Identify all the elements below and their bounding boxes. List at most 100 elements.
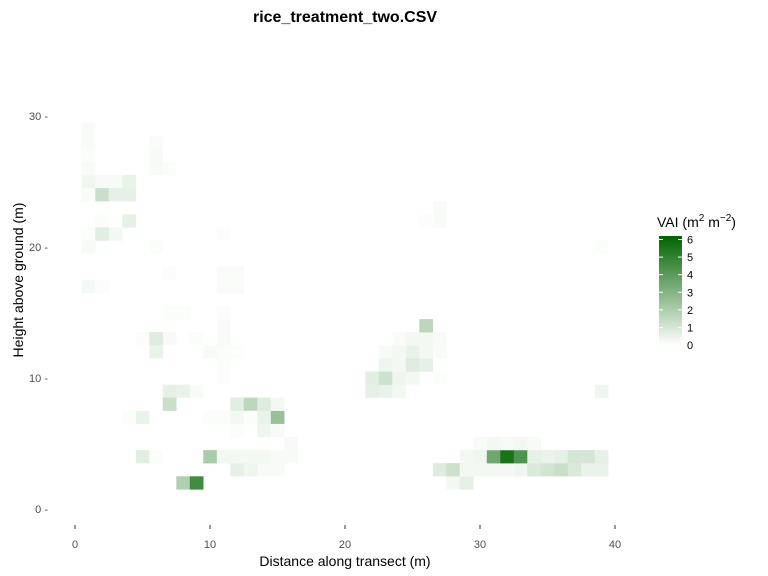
legend-tick-label: 3 [687,287,693,299]
heatmap-cell [203,450,217,464]
heatmap-cell [95,174,109,189]
heatmap-cell [243,450,258,464]
heatmap-cell [594,450,609,464]
heatmap-cell [203,410,217,425]
heatmap-cell [432,463,447,477]
heatmap-cell [230,345,244,359]
heatmap-cell [392,358,406,372]
heatmap-cell [243,410,258,425]
heatmap-cell [270,450,285,464]
heatmap-cell [216,266,231,280]
heatmap-cell [122,188,136,202]
heatmap-cell [243,463,258,477]
heatmap-cell [230,279,244,294]
heatmap-cell [243,397,258,411]
heatmap-cell [257,410,271,425]
legend-title-part: VAI (m [657,214,699,230]
x-tick-label: 0 [72,539,78,551]
heatmap-cell [554,450,568,464]
heatmap-cell [419,319,433,333]
heatmap-cell [513,436,528,451]
heatmap-cell [594,240,609,254]
heatmap-cell [162,384,177,398]
heatmap-cell [135,410,150,425]
heatmap-cell [81,161,96,176]
y-tick-label: 10 - [29,373,48,385]
y-tick-label: 0 - [35,504,48,516]
heatmap-cell [162,161,177,176]
heatmap-cell [149,135,163,149]
heatmap-cell [149,345,163,359]
heatmap-cell [176,476,190,490]
heatmap-cell [81,122,96,136]
heatmap-cell [95,227,109,241]
legend-tick-label: 5 [687,252,693,264]
heatmap-cell [81,227,96,241]
heatmap-cell [500,450,514,464]
heatmap-cell [405,345,420,359]
heatmap-cell [459,450,474,464]
heatmap-cell [149,332,163,346]
heatmap-cell [567,450,582,464]
heatmap-cell [392,371,406,385]
chart-title: rice_treatment_two.CSV [253,9,437,26]
heatmap-cell [189,384,204,398]
heatmap-cell [419,332,433,346]
heatmap-cell [162,397,177,411]
heatmap-cell [365,384,379,398]
legend-tick-label: 2 [687,305,693,317]
heatmap-cell [108,174,123,189]
heatmap-cell [216,371,231,385]
heatmap-cell [270,397,285,411]
heatmap-cell [81,188,96,202]
heatmap-cell [122,410,136,425]
heatmap-cell [527,463,541,477]
heatmap-cell [432,332,447,346]
heatmap-cell [257,463,271,477]
heatmap-cell [230,397,244,411]
heatmap-cell [554,463,568,477]
heatmap-cell [162,332,177,346]
heatmap-cell [230,410,244,425]
heatmap-cell [473,436,487,451]
legend-colorbar [659,236,682,345]
heatmap-cell [216,319,231,333]
heatmap-cell [216,358,231,372]
heatmap-cell [216,306,231,320]
heatmap-cell [581,463,595,477]
y-axis-ticks: 0 - 10 - 20 - 30 - [29,111,48,516]
heatmap-cell [122,174,136,189]
legend-title-sup: 2 [699,213,705,224]
heatmap-cell [432,201,447,215]
legend-tick-label: 1 [687,322,693,334]
heatmap-cell [108,188,123,202]
heatmap-cell [513,463,528,477]
legend-tick-label: 4 [687,270,693,282]
heatmap-cell [149,161,163,176]
heatmap-cell [81,135,96,149]
x-axis-ticks: 0 10 20 30 40 [72,525,621,551]
heatmap-cell [270,423,285,438]
heatmap-cell [257,397,271,411]
heatmap-cell [216,410,231,425]
legend-title-sup: −2 [720,213,732,224]
heatmap-cell [149,148,163,163]
legend-ticks: 0 1 2 3 4 5 6 [659,235,693,352]
heatmap-cell [257,450,271,464]
heatmap-cell [500,463,514,477]
heatmap-cell [459,463,474,477]
heatmap-cell [419,345,433,359]
heatmap-cell [392,345,406,359]
heatmap-cell [486,436,501,451]
heatmap-cell [419,214,433,228]
x-tick-label: 30 [474,539,486,551]
heatmap-cell [446,463,460,477]
heatmap-cell [486,450,501,464]
legend-title-part: m [704,214,720,230]
heatmap-cell [378,371,393,385]
heatmap-cell [432,214,447,228]
heatmap-cell [162,266,177,280]
y-tick-label: 20 - [29,242,48,254]
heatmap-cell [378,345,393,359]
